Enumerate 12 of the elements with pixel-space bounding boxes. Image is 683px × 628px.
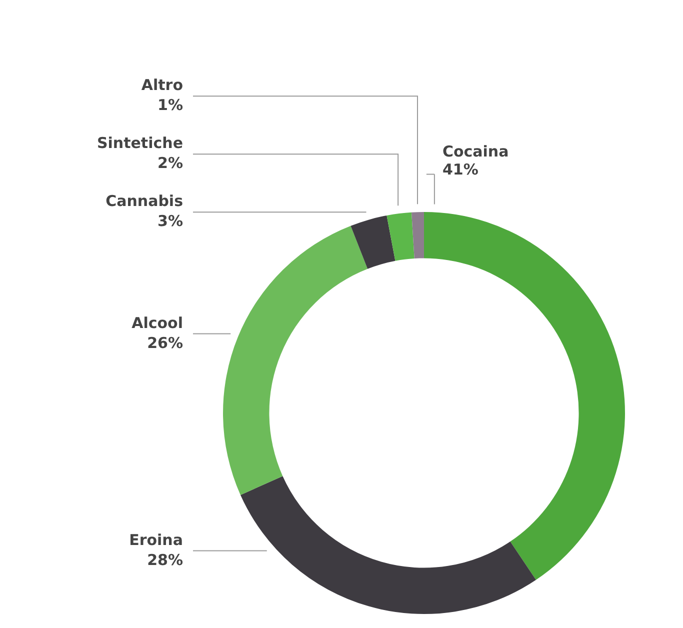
- data-label: 26%: [147, 334, 183, 352]
- slice-label: Cocaina: [442, 142, 509, 160]
- slice-label: Alcool: [132, 314, 183, 332]
- data-label: 2%: [158, 154, 183, 172]
- slice-label: Altro: [141, 76, 183, 94]
- data-label: 41%: [442, 160, 478, 178]
- slice-label: Eroina: [129, 530, 183, 549]
- slice-label: Sintetiche: [96, 134, 183, 152]
- data-label: 3%: [158, 212, 183, 230]
- data-label: 1%: [158, 96, 183, 114]
- slice-label: Cannabis: [106, 192, 184, 210]
- data-label: 28%: [147, 550, 183, 569]
